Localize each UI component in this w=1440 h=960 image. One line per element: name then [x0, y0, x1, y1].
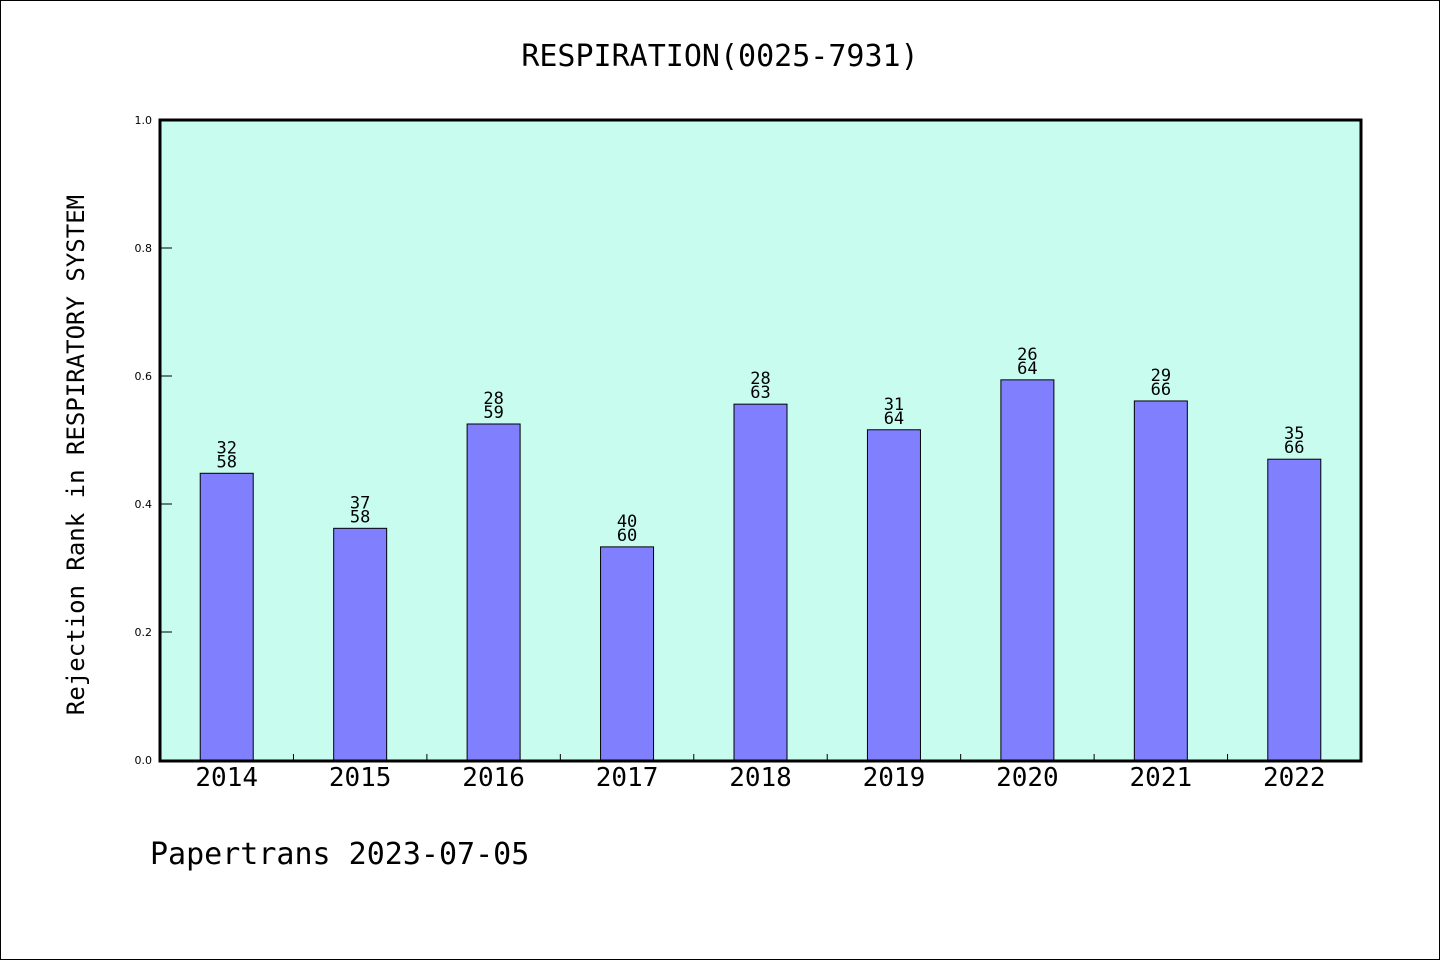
bar-2014 — [199, 472, 254, 761]
data-label-bottom: 63 — [750, 383, 770, 403]
data-label-top: 29 — [1151, 366, 1171, 386]
data-label-top: 37 — [350, 493, 370, 513]
data-label-top: 26 — [1017, 345, 1037, 365]
data-label-bottom: 66 — [1151, 380, 1171, 400]
footer-text: Papertrans 2023-07-05 — [150, 837, 529, 872]
bar-2016 — [466, 423, 521, 761]
bar-2022 — [1267, 458, 1322, 761]
chart-title: RESPIRATION(0025-7931) — [521, 39, 918, 74]
data-label-top: 28 — [750, 369, 770, 389]
data-label-bottom: 60 — [617, 526, 637, 546]
data-label-bottom: 58 — [216, 452, 236, 472]
x-tick-label: 2014 — [195, 763, 258, 793]
y-tick-label: 0.8 — [135, 242, 153, 255]
data-label-top: 40 — [617, 512, 637, 532]
x-tick-label: 2018 — [729, 763, 792, 793]
data-label-bottom: 58 — [350, 507, 370, 527]
data-label-bottom: 64 — [1017, 359, 1037, 379]
bar-2019 — [866, 429, 921, 761]
data-label-bottom: 66 — [1284, 438, 1304, 458]
data-label-top: 28 — [483, 389, 503, 409]
y-tick-label: 0.2 — [135, 626, 153, 639]
x-tick-label: 2021 — [1130, 763, 1193, 793]
x-axis: 2014 2015 2016 2017 2018 2019 2020 2021 2022 — [195, 754, 1326, 793]
bar-2021 — [1133, 400, 1188, 761]
y-axis: 0.0 0.2 0.4 0.6 0.8 1.0 — [135, 114, 172, 767]
y-tick-label: 0.6 — [135, 370, 153, 383]
data-label-bottom: 59 — [483, 403, 503, 423]
data-label-top: 32 — [216, 438, 236, 458]
bar-2018 — [733, 403, 788, 761]
x-tick-label: 2017 — [596, 763, 659, 793]
bar-2020 — [1000, 379, 1055, 761]
y-axis-label: Rejection Rank in RESPIRATORY SYSTEM — [62, 195, 90, 715]
y-tick-label: 1.0 — [135, 114, 153, 127]
data-label-top: 31 — [884, 395, 904, 415]
bar-2015 — [333, 527, 388, 761]
x-tick-label: 2019 — [863, 763, 926, 793]
x-tick-label: 2016 — [462, 763, 525, 793]
x-tick-label: 2015 — [329, 763, 392, 793]
x-tick-label: 2022 — [1263, 763, 1326, 793]
y-tick-label: 0.4 — [135, 498, 153, 511]
x-tick-label: 2020 — [996, 763, 1059, 793]
bars — [199, 379, 1322, 761]
bar-2017 — [600, 546, 655, 761]
data-label-bottom: 64 — [884, 409, 904, 429]
data-label-top: 35 — [1284, 424, 1304, 444]
y-tick-label: 0.0 — [135, 754, 153, 767]
